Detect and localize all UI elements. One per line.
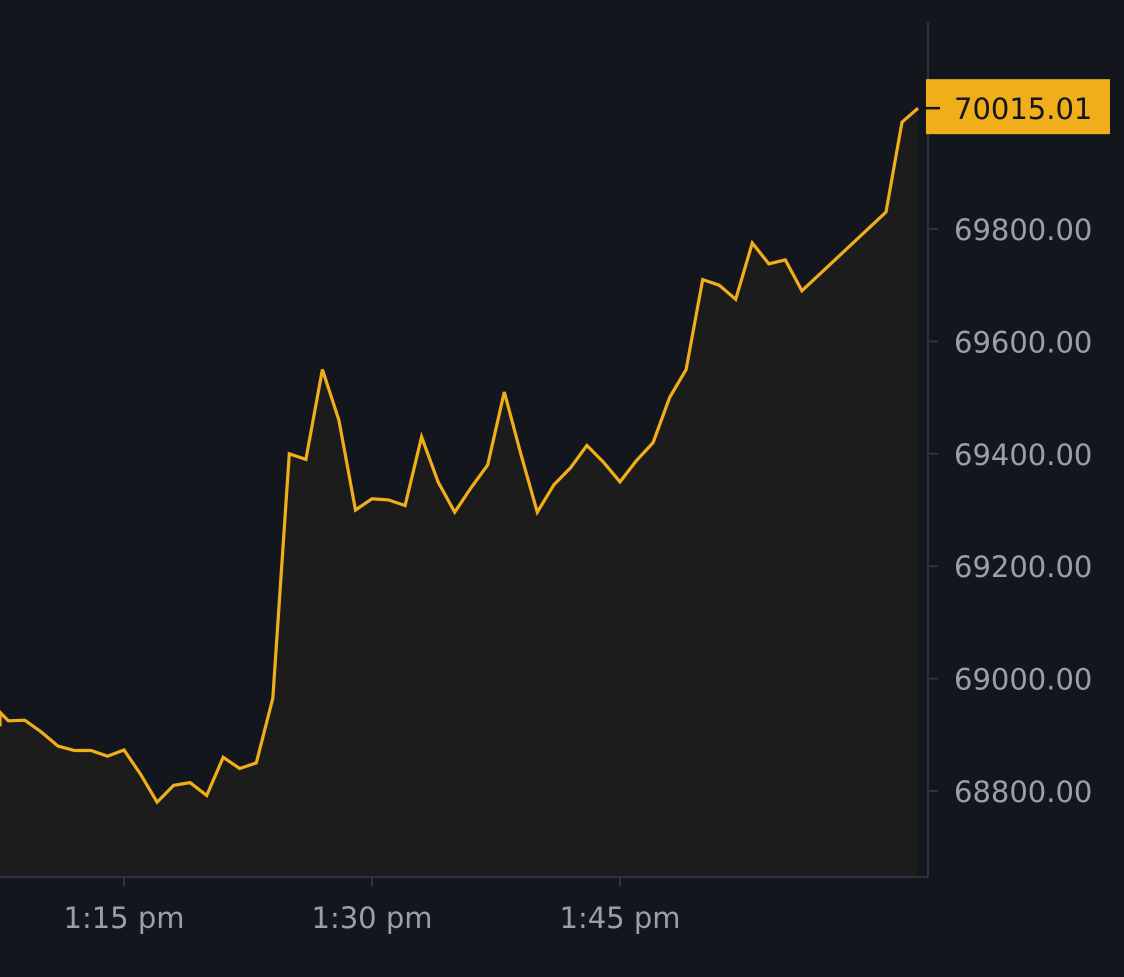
last-price-value: 70015.01	[954, 92, 1092, 126]
last-price-label: 70015.01	[926, 79, 1110, 135]
area-layer	[0, 108, 918, 877]
x-tick-label: 1:45 pm	[560, 901, 681, 935]
x-tick-label: 1:30 pm	[312, 901, 433, 935]
y-axis-ticks: 68800.00 69000.00 69200.00 69400.00 69600.00…	[928, 213, 1092, 809]
y-tick-label: 69600.00	[954, 325, 1092, 359]
x-tick-label: 1:15 pm	[64, 901, 185, 935]
last-price-label-background	[926, 79, 1110, 135]
y-tick-label: 68800.00	[954, 775, 1092, 809]
y-tick-label: 69200.00	[954, 550, 1092, 584]
line-layer	[0, 106, 920, 805]
y-tick-label: 69800.00	[954, 213, 1092, 247]
x-axis-ticks: 1:15 pm 1:30 pm 1:45 pm	[64, 877, 681, 935]
y-tick-label: 69000.00	[954, 663, 1092, 697]
y-tick-label: 69400.00	[954, 438, 1092, 472]
axis-layer	[0, 22, 929, 878]
price-line	[0, 106, 920, 805]
price-area-fill	[0, 108, 918, 877]
